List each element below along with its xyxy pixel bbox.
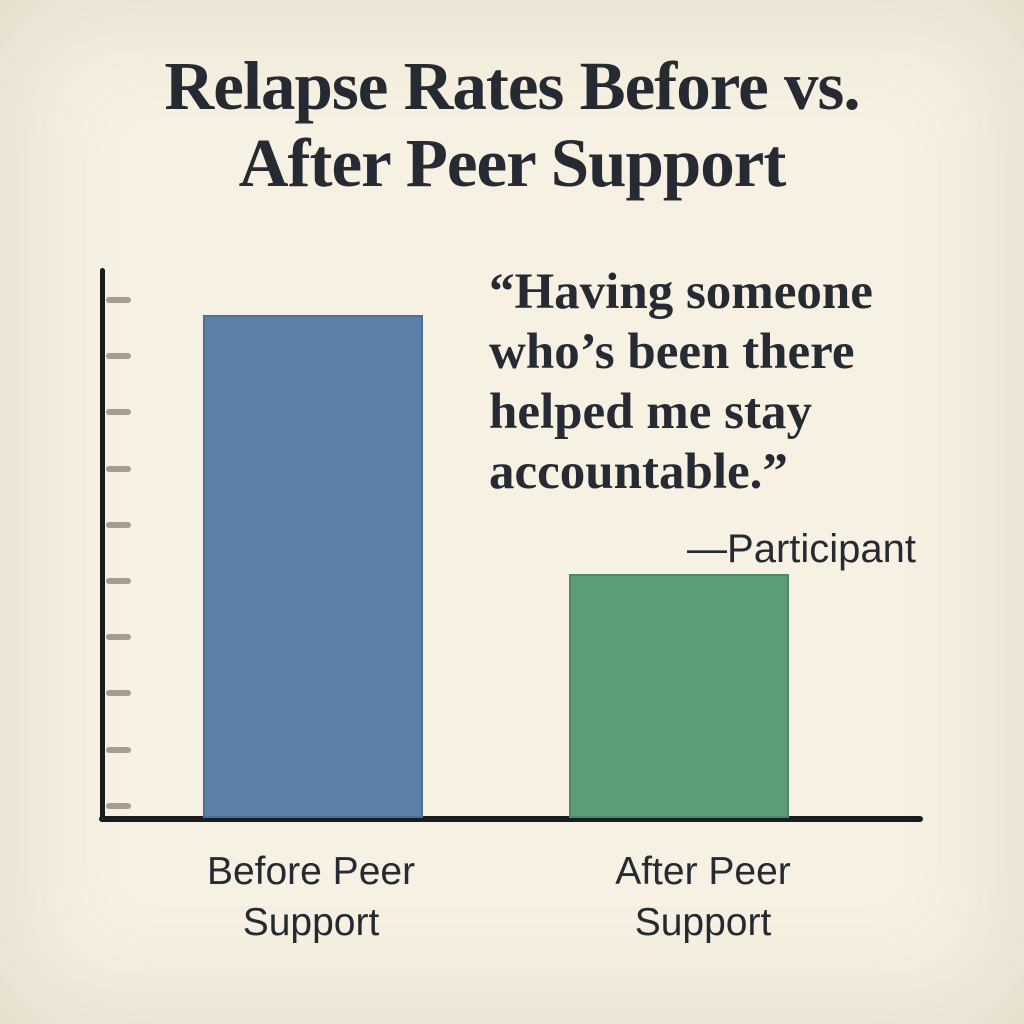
x-label-before-peer-support: Before Peer Support xyxy=(206,850,416,944)
y-axis-tick xyxy=(106,746,131,753)
y-axis-tick xyxy=(106,802,131,809)
chart-title: Relapse Rates Before vs. After Peer Supp… xyxy=(0,48,1024,202)
quote-line-3: helped me stay xyxy=(489,384,812,440)
y-axis-line xyxy=(100,268,105,822)
bar-after-peer-support xyxy=(569,574,789,818)
y-axis-tick xyxy=(106,353,131,360)
y-axis-tick xyxy=(106,634,131,641)
chart-title-line-1: Relapse Rates Before vs. xyxy=(164,48,860,124)
y-axis-tick xyxy=(106,690,131,697)
quote-line-2: who’s been there xyxy=(489,324,855,380)
bar-before-peer-support xyxy=(203,314,423,818)
y-axis-tick xyxy=(106,465,131,472)
y-axis-tick xyxy=(106,297,131,303)
y-axis-tick xyxy=(106,409,131,416)
quote-attribution: —Participant xyxy=(687,527,916,571)
quote-text: “Having someone who’s been there helped … xyxy=(489,262,929,502)
y-axis-tick xyxy=(106,578,131,584)
x-axis-line xyxy=(99,816,923,822)
x-label-after-peer-support: After Peer Support xyxy=(615,850,791,944)
y-axis-tick xyxy=(106,521,131,528)
chart-title-line-2: After Peer Support xyxy=(238,125,787,201)
quote-line-4: accountable.” xyxy=(489,444,788,500)
quote-line-1: “Having someone xyxy=(489,264,873,320)
